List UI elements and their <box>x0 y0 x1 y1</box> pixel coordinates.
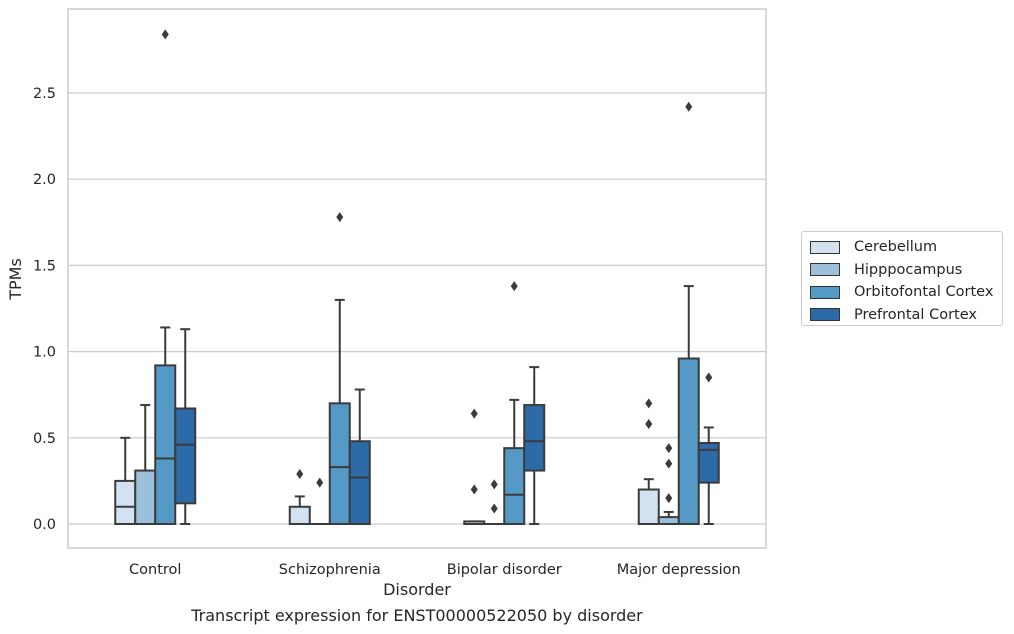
iqr-box <box>174 407 197 505</box>
outlier-point <box>316 477 324 488</box>
y-tick-label: 2.0 <box>33 172 56 188</box>
legend-item-hippocampus: Hipppocampus <box>810 259 994 282</box>
box-orbitofontal-cortex <box>328 212 351 526</box>
box-prefrontal-cortex <box>523 366 546 525</box>
outlier-point <box>665 443 673 454</box>
iqr-box <box>503 447 526 526</box>
iqr-box <box>348 440 371 525</box>
box-hipppocampus <box>657 443 680 526</box>
iqr-box <box>328 402 351 526</box>
outlier-point <box>336 212 344 223</box>
legend-item-cerebellum: Cerebellum <box>810 236 994 259</box>
iqr-box <box>677 357 700 525</box>
box-hipppocampus <box>308 477 331 526</box>
box-cerebellum <box>463 408 486 526</box>
outlier-point <box>645 419 653 430</box>
outlier-point <box>470 484 478 495</box>
box-prefrontal-cortex <box>697 372 720 525</box>
outlier-point <box>296 469 304 480</box>
legend-label-cerebellum: Cerebellum <box>854 239 938 256</box>
iqr-box <box>637 488 660 525</box>
y-tick-label: 2.5 <box>33 86 56 102</box>
plot-area-frame <box>67 8 767 549</box>
box-cerebellum <box>637 398 660 525</box>
x-tick-label: Schizophrenia <box>279 562 381 578</box>
y-tick-label: 0.5 <box>33 431 56 447</box>
outlier-point <box>685 101 693 112</box>
iqr-box <box>657 516 680 526</box>
outlier-point <box>161 29 169 40</box>
y-tick-label: 1.0 <box>33 345 56 361</box>
iqr-box <box>134 469 157 525</box>
x-tick-label: Control <box>129 562 181 578</box>
outlier-point <box>645 398 653 409</box>
legend-swatch-cerebellum <box>810 240 840 254</box>
x-axis-ticks: Control Schizophrenia Bipolar disorder Majo… <box>129 562 741 578</box>
iqr-box <box>114 479 137 525</box>
legend-swatch-prefrontal-cortex <box>810 308 840 322</box>
y-axis-ticks: 0.0 0.5 1.0 1.5 2.0 2.5 <box>33 86 56 533</box>
y-tick-label: 1.5 <box>33 258 56 274</box>
legend-label-prefrontal-cortex: Prefrontal Cortex <box>854 306 977 323</box>
legend-item-prefrontal-cortex: Prefrontal Cortex <box>810 304 994 327</box>
iqr-box <box>288 505 311 526</box>
legend-swatch-orbitofrontal-cortex <box>810 285 840 299</box>
outlier-point <box>490 479 498 490</box>
outlier-point <box>705 372 713 383</box>
x-axis-label: Disorder <box>383 580 451 599</box>
legend-swatch-hippocampus <box>810 263 840 277</box>
legend-item-orbitofrontal-cortex: Orbitofontal Cortex <box>810 281 994 304</box>
x-tick-label: Major depression <box>617 562 741 578</box>
y-axis-label: TPMs <box>6 258 25 301</box>
legend-label-hippocampus: Hipppocampus <box>854 261 963 278</box>
box-prefrontal-cortex <box>174 328 197 525</box>
iqr-box <box>154 364 177 525</box>
iqr-box <box>697 441 720 484</box>
legend-label-orbitofrontal-cortex: Orbitofontal Cortex <box>854 284 994 301</box>
x-tick-label: Bipolar disorder <box>447 562 562 578</box>
outlier-point <box>665 458 673 469</box>
box-orbitofontal-cortex <box>154 29 177 525</box>
outlier-point <box>665 493 673 504</box>
figure-caption: Transcript expression for ENST0000052205… <box>191 606 643 625</box>
box-cerebellum <box>114 436 137 525</box>
box-series <box>114 29 720 526</box>
box-cerebellum <box>288 469 311 526</box>
outlier-point <box>490 503 498 514</box>
box-orbitofontal-cortex <box>677 101 700 525</box>
y-tick-label: 0.0 <box>33 517 56 533</box>
iqr-box <box>523 404 546 472</box>
box-prefrontal-cortex <box>348 388 371 525</box>
outlier-point <box>510 281 518 292</box>
box-orbitofontal-cortex <box>503 281 526 526</box>
box-hipppocampus <box>483 479 506 526</box>
legend: Cerebellum Hipppocampus Orbitofontal Cor… <box>801 231 1003 326</box>
outlier-point <box>470 408 478 419</box>
box-hipppocampus <box>134 404 157 525</box>
